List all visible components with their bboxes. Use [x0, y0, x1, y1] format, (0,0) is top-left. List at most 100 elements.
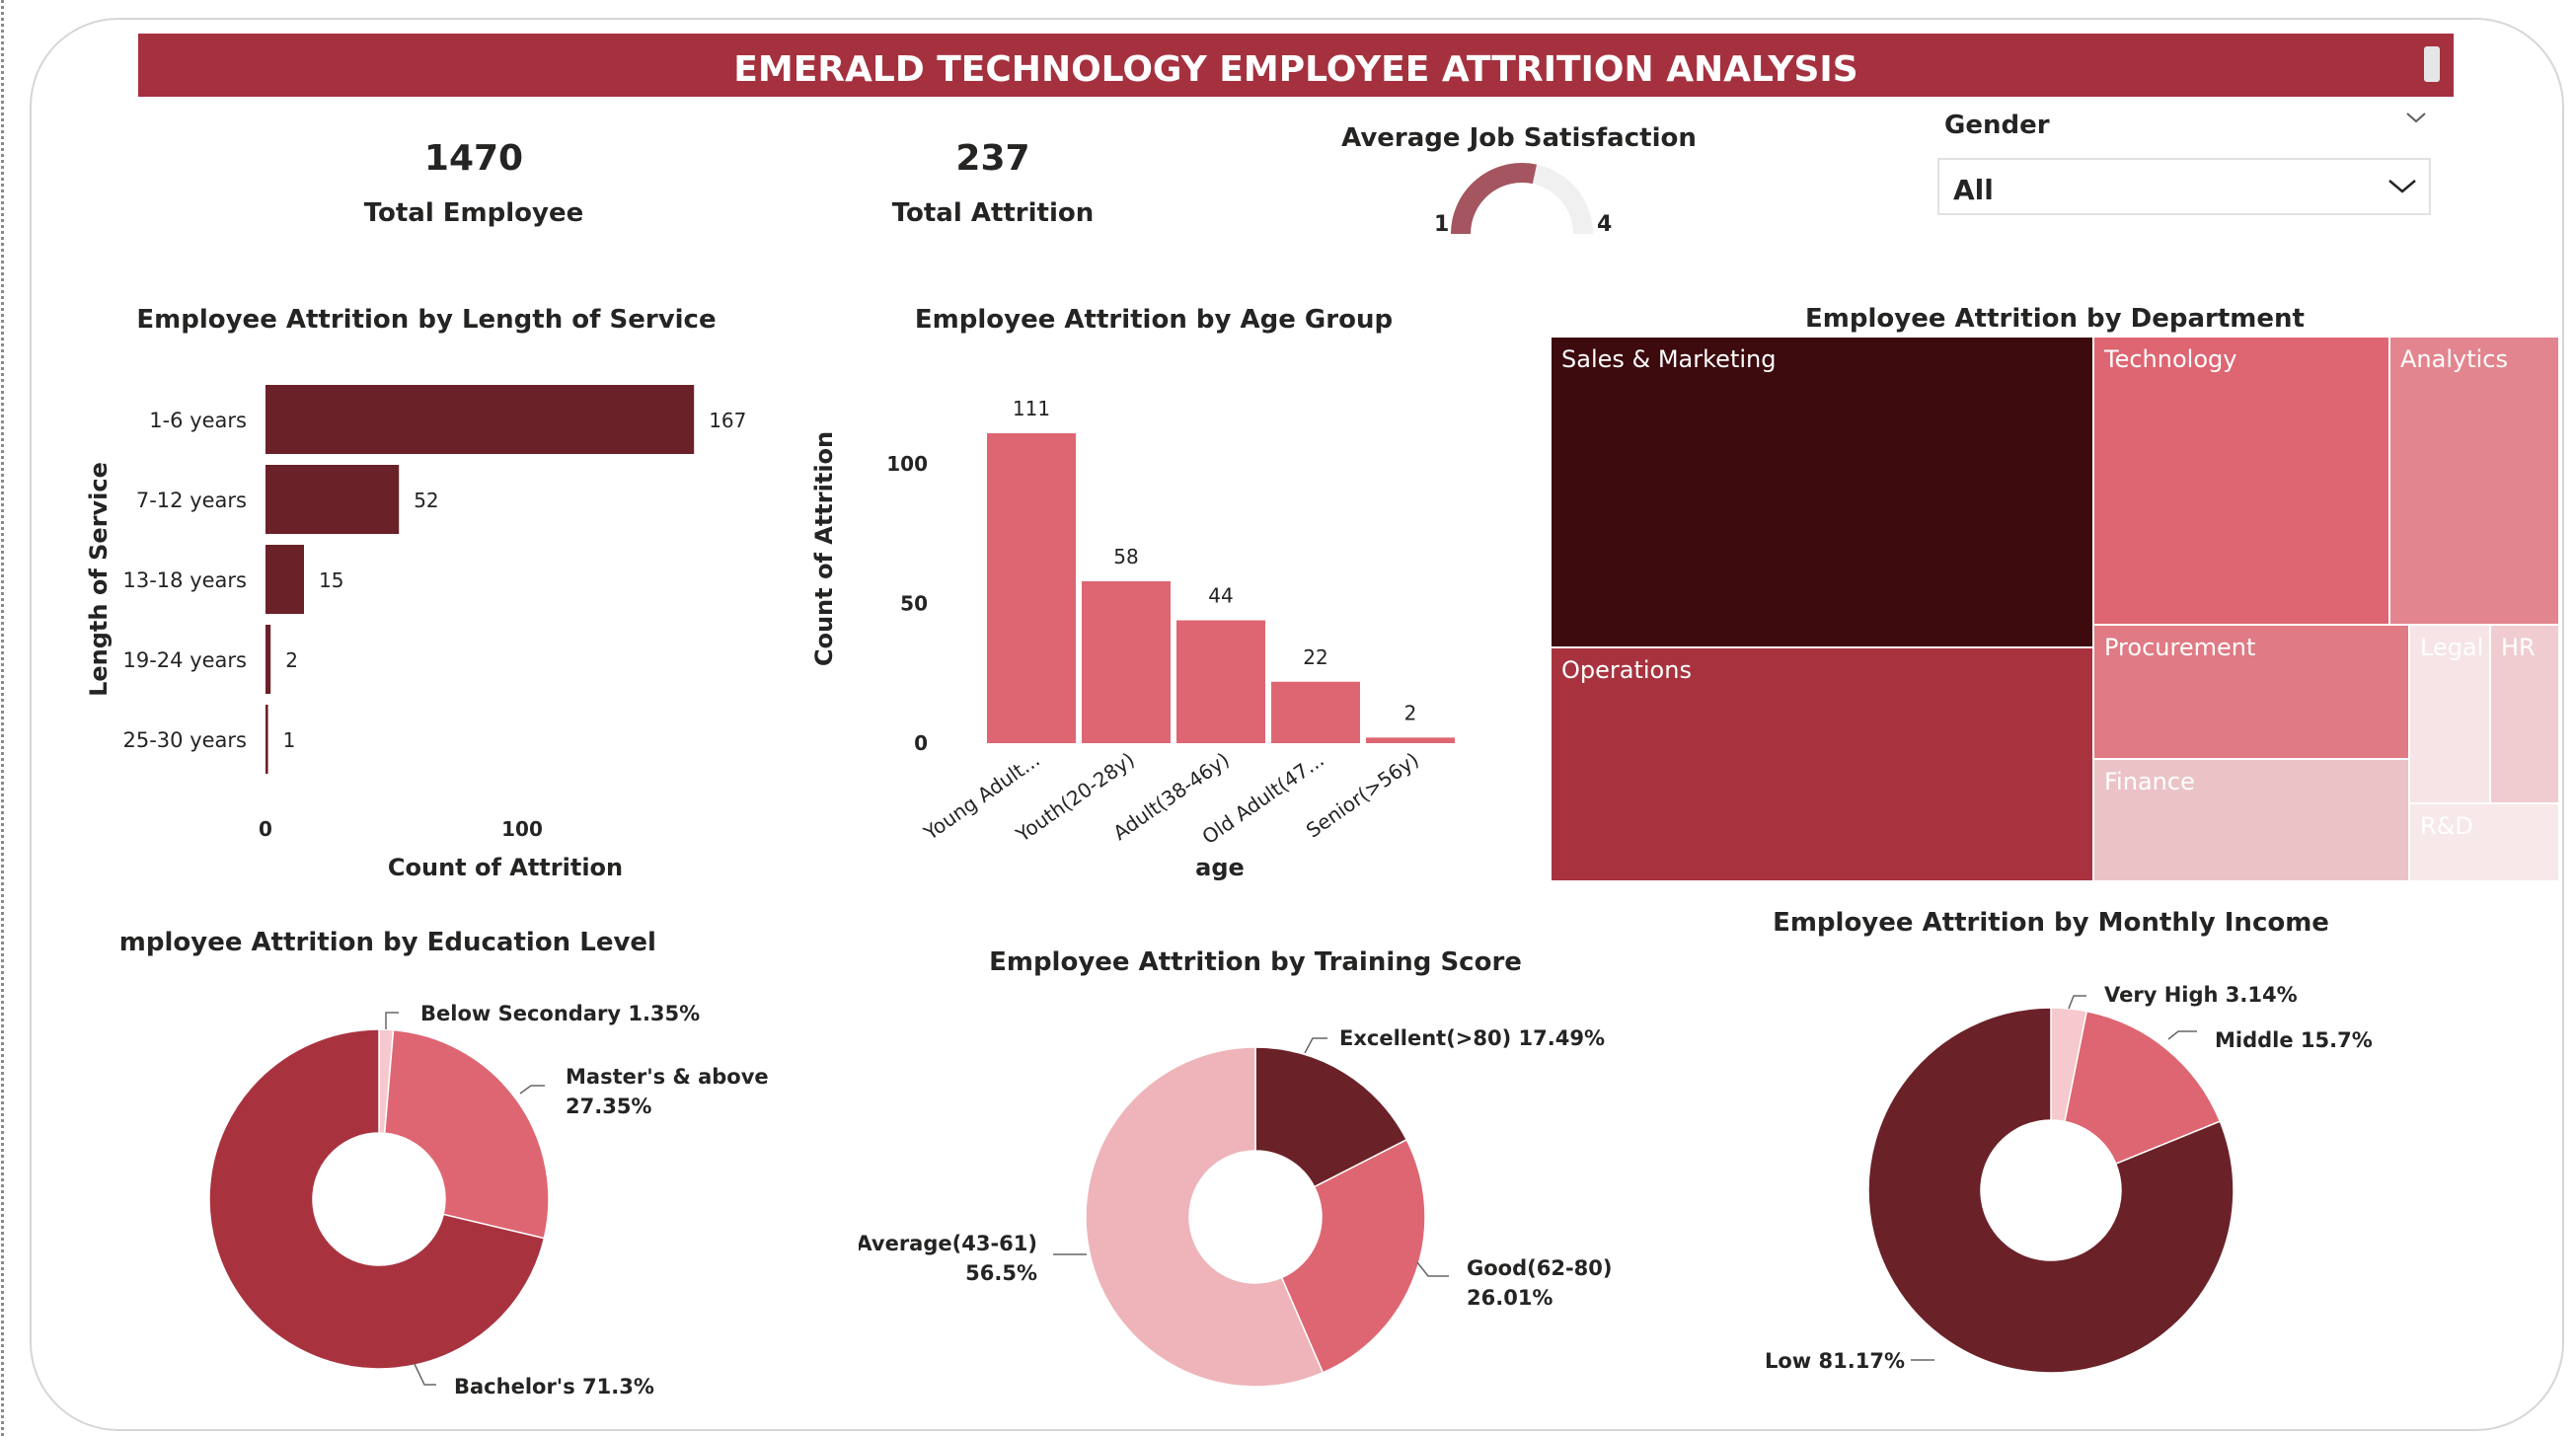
- treemap-tile-label: Analytics: [2400, 345, 2508, 373]
- service-category-label: 25-30 years: [123, 728, 248, 752]
- service-category-label: 7-12 years: [136, 489, 247, 512]
- age-bar: [1366, 737, 1455, 743]
- donut-label: Middle 15.7%: [2215, 1028, 2373, 1052]
- donut-slice: [2064, 1010, 2222, 1166]
- treemap-tile-label: Finance: [2104, 768, 2195, 795]
- kpi-total-employee: 1470 Total Employee: [326, 138, 622, 228]
- age-bar: [1271, 681, 1360, 743]
- age-chart: Employee Attrition by Age Group 0 50 100 11…: [810, 305, 1455, 881]
- donut-label: Very High 3.14%: [2104, 983, 2298, 1007]
- income-chart: Employee Attrition by Monthly Income Ver…: [1765, 908, 2373, 1374]
- kpi-total-employee-label: Total Employee: [363, 198, 584, 228]
- gender-slicer-title: Gender: [1944, 111, 2050, 140]
- donut-slice: [1867, 1007, 2235, 1374]
- gauge-max-label: 4: [1597, 212, 1612, 237]
- donut-label: Bachelor's 71.3%: [454, 1375, 654, 1398]
- treemap-tile[interactable]: Finance: [2094, 760, 2408, 880]
- donut-label: Master's & above: [566, 1065, 769, 1089]
- income-chart-title: Employee Attrition by Monthly Income: [1773, 908, 2329, 938]
- training-chart-title: Employee Attrition by Training Score: [989, 947, 1522, 977]
- service-data-label: 167: [709, 409, 746, 432]
- dashboard-title: EMERALD TECHNOLOGY EMPLOYEE ATTRITION AN…: [733, 49, 1858, 90]
- service-data-label: 52: [414, 489, 438, 512]
- treemap-tile-label: HR: [2501, 634, 2536, 661]
- age-y-tick: 100: [886, 452, 928, 476]
- treemap-tile[interactable]: R&D: [2410, 804, 2558, 880]
- education-chart-title: Employee Attrition by Education Level: [118, 928, 656, 957]
- donut-slice: [208, 1028, 546, 1370]
- age-bar: [1082, 580, 1171, 743]
- donut-leader-line: [2167, 1030, 2197, 1040]
- treemap-tile-label: Procurement: [2104, 634, 2256, 661]
- gender-dropdown[interactable]: All: [1937, 158, 2431, 215]
- donut-slice: [383, 1028, 550, 1240]
- age-bar: [987, 433, 1076, 743]
- service-bar: [265, 545, 304, 614]
- treemap-tile[interactable]: Technology: [2094, 338, 2388, 624]
- kpi-total-attrition-value: 237: [955, 138, 1030, 179]
- service-chart-title: Employee Attrition by Length of Service: [136, 305, 716, 335]
- treemap-tile[interactable]: Analytics: [2390, 338, 2558, 624]
- chevron-down-icon[interactable]: [2405, 111, 2427, 124]
- age-data-label: 111: [1013, 397, 1050, 420]
- treemap-tile-label: Operations: [1561, 656, 1692, 684]
- donut-leader-line: [1416, 1261, 1449, 1277]
- age-data-label: 2: [1404, 701, 1417, 724]
- donut-label: Good(62-80): [1467, 1256, 1612, 1280]
- donut-slice: [1280, 1138, 1426, 1374]
- kpi-total-attrition-label: Total Attrition: [891, 198, 1095, 228]
- treemap-tile-label: R&D: [2420, 812, 2473, 840]
- treemap-tile-label: Legal: [2420, 634, 2484, 661]
- gauge-fill: [1451, 163, 1537, 235]
- donut-label-value: 56.5%: [965, 1261, 1037, 1285]
- education-chart: Employee Attrition by Education Level Be…: [118, 928, 769, 1398]
- age-chart-title: Employee Attrition by Age Group: [915, 305, 1393, 335]
- service-bar: [265, 465, 400, 534]
- age-data-label: 58: [1113, 545, 1138, 568]
- donut-slice: [1254, 1046, 1408, 1188]
- service-x-tick: 0: [259, 817, 272, 841]
- donut-label: Below Secondary 1.35%: [420, 1002, 700, 1025]
- training-chart: Employee Attrition by Training Score Exc…: [859, 947, 1612, 1388]
- age-data-label: 44: [1208, 584, 1233, 608]
- donut-slice: [1085, 1046, 1325, 1388]
- service-x-tick: 100: [501, 817, 543, 841]
- service-xlabel: Count of Attrition: [388, 854, 623, 881]
- service-category-label: 1-6 years: [149, 409, 247, 432]
- service-bar: [265, 625, 271, 694]
- service-bar: [265, 705, 268, 774]
- title-banner: EMERALD TECHNOLOGY EMPLOYEE ATTRITION AN…: [138, 34, 2454, 97]
- donut-label: Low 81.17%: [1765, 1349, 1905, 1373]
- scroll-handle[interactable]: [2424, 46, 2440, 82]
- treemap-tile[interactable]: Sales & Marketing: [1552, 338, 2092, 646]
- age-xlabel: age: [1195, 854, 1245, 881]
- donut-leader-line: [1304, 1037, 1327, 1054]
- donut-label-value: 27.35%: [566, 1095, 651, 1118]
- age-y-tick: 0: [914, 731, 928, 755]
- age-bar: [1176, 620, 1265, 743]
- treemap-tile[interactable]: Procurement: [2094, 626, 2408, 758]
- treemap-tile[interactable]: Operations: [1552, 648, 2092, 880]
- job-satisfaction-gauge: Average Job Satisfaction 1 4: [1341, 123, 1697, 237]
- treemap-tile-label: Sales & Marketing: [1561, 345, 1777, 373]
- service-category-label: 19-24 years: [123, 648, 248, 672]
- gender-selected-value: All: [1953, 174, 1994, 206]
- dropdown-chevron-icon: [2388, 180, 2416, 193]
- treemap-tile[interactable]: Legal: [2410, 626, 2489, 802]
- service-bar: [265, 385, 695, 454]
- service-ylabel: Length of Service: [85, 462, 113, 697]
- department-chart-title: Employee Attrition by Department: [1805, 304, 2305, 334]
- treemap-tile-label: Technology: [2104, 345, 2237, 373]
- treemap-tile[interactable]: HR: [2491, 626, 2558, 802]
- dotted-border: [1, 0, 4, 1436]
- donut-leader-line: [2068, 995, 2086, 1010]
- donut-label: Excellent(>80) 17.49%: [1339, 1026, 1605, 1050]
- age-ylabel: Count of Attrition: [810, 431, 838, 666]
- donut-leader-line: [414, 1363, 436, 1386]
- service-chart: Employee Attrition by Length of Service …: [85, 305, 746, 881]
- kpi-total-employee-value: 1470: [423, 138, 524, 179]
- donut-leader-line: [385, 1012, 399, 1029]
- service-data-label: 2: [285, 648, 298, 672]
- age-y-tick: 50: [900, 592, 928, 616]
- gauge-min-label: 1: [1434, 212, 1449, 237]
